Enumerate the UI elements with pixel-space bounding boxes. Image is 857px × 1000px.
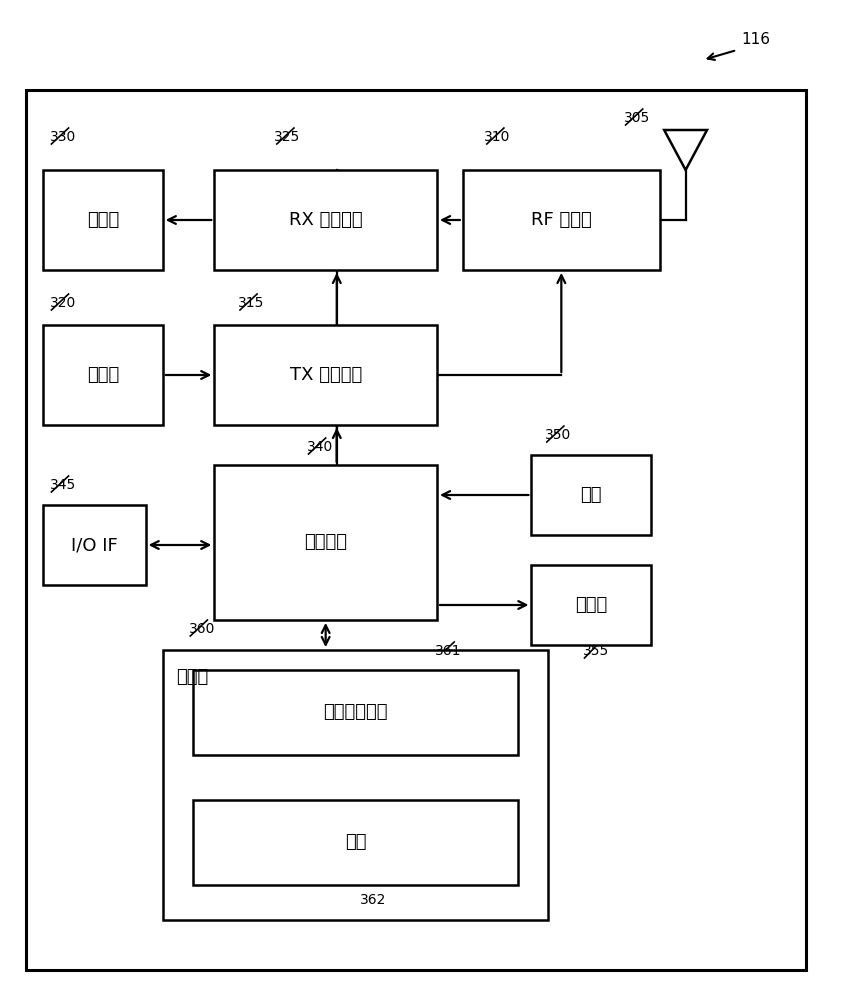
Text: 310: 310 (484, 130, 511, 144)
Text: 325: 325 (274, 130, 301, 144)
Bar (214, 170, 437, 270)
Text: 键区: 键区 (580, 486, 602, 504)
Text: 基本操作系统: 基本操作系统 (323, 704, 388, 722)
Text: I/O IF: I/O IF (71, 536, 117, 554)
Text: 显示器: 显示器 (575, 596, 608, 614)
Bar (193, 800, 518, 885)
Text: 362: 362 (360, 893, 387, 907)
Bar (531, 565, 651, 645)
Bar (463, 170, 660, 270)
Bar (43, 170, 163, 270)
Text: 存储器: 存储器 (176, 668, 208, 686)
Text: 345: 345 (50, 478, 76, 492)
Text: 330: 330 (50, 130, 76, 144)
Text: RF 收发器: RF 收发器 (531, 211, 591, 229)
Text: 扬声器: 扬声器 (87, 211, 119, 229)
Bar (531, 455, 651, 535)
Text: 305: 305 (624, 111, 650, 125)
Text: 320: 320 (50, 296, 76, 310)
Text: 360: 360 (189, 622, 215, 636)
Text: 麦克风: 麦克风 (87, 366, 119, 384)
Bar (43, 325, 163, 425)
Bar (214, 465, 437, 620)
Text: RX 处理电路: RX 处理电路 (289, 211, 363, 229)
Bar (163, 650, 548, 920)
Bar (193, 670, 518, 755)
Text: TX 处理电路: TX 处理电路 (290, 366, 362, 384)
Text: 315: 315 (238, 296, 265, 310)
Text: 主处理器: 主处理器 (304, 534, 347, 552)
Text: 350: 350 (545, 428, 572, 442)
Text: 340: 340 (307, 440, 333, 454)
Text: 应用: 应用 (345, 834, 367, 852)
Text: 361: 361 (435, 644, 462, 658)
Bar (26, 90, 806, 970)
Bar (214, 325, 437, 425)
Text: 116: 116 (741, 32, 770, 47)
Text: 355: 355 (583, 644, 609, 658)
Bar (43, 505, 146, 585)
